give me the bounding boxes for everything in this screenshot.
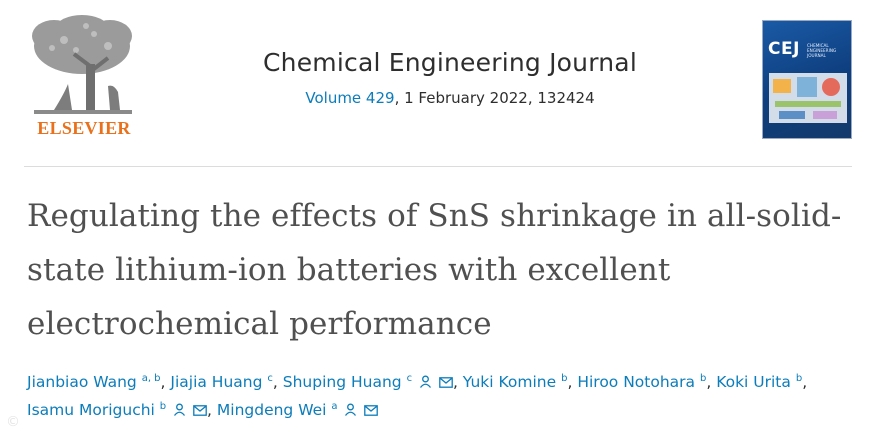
author-separator: ,	[802, 373, 808, 391]
elsevier-tree-logo[interactable]	[24, 14, 142, 142]
issue-date-pages: , 1 February 2022, 132424	[394, 89, 595, 107]
author-list: Jianbiao Wang a, b, Jiajia Huang c, Shup…	[27, 368, 857, 424]
author-link[interactable]: Yuki Komine b	[463, 373, 568, 391]
affiliation-marker[interactable]: b	[795, 372, 803, 384]
author-separator: ,	[207, 401, 217, 419]
person-icon[interactable]	[173, 403, 186, 416]
affiliation-marker[interactable]: c	[267, 372, 273, 384]
tree-icon	[32, 15, 132, 114]
journal-issue-line: Volume 429, 1 February 2022, 132424	[180, 89, 720, 107]
author-link[interactable]: Mingdeng Wei a	[217, 401, 379, 419]
envelope-icon[interactable]	[193, 405, 207, 416]
author-separator: ,	[706, 373, 717, 391]
author-link[interactable]: Jiajia Huang c	[170, 373, 273, 391]
author-link[interactable]: Hiroo Notohara b	[577, 373, 706, 391]
author-link[interactable]: Isamu Moriguchi b	[27, 401, 207, 419]
author-name: Koki Urita	[716, 373, 791, 391]
elsevier-wordmark[interactable]: ELSEVIER	[37, 118, 131, 138]
journal-title[interactable]: Chemical Engineering Journal	[263, 48, 637, 77]
cover-abbrev: CEJ	[768, 39, 800, 59]
person-icon[interactable]	[344, 403, 357, 416]
author-separator: ,	[272, 373, 283, 391]
affiliation-marker[interactable]: b	[159, 400, 167, 412]
header-divider	[24, 166, 852, 167]
author-name: Mingdeng Wei	[216, 401, 327, 419]
affiliation-marker[interactable]: b	[561, 372, 568, 384]
author-name: Isamu Moriguchi	[27, 401, 155, 419]
journal-cover-thumbnail[interactable]: CEJ CHEMICAL ENGINEERING JOURNAL	[762, 20, 852, 139]
affiliation-marker[interactable]: a, b	[141, 372, 161, 384]
author-name: Yuki Komine	[462, 373, 557, 391]
affiliation-marker[interactable]: a	[331, 400, 338, 412]
cover-subtitle: CHEMICAL ENGINEERING JOURNAL	[807, 43, 837, 58]
person-icon[interactable]	[419, 375, 432, 388]
author-link[interactable]: Shuping Huang c	[283, 373, 453, 391]
author-link[interactable]: Jianbiao Wang a, b	[27, 373, 161, 391]
author-name: Jiajia Huang	[170, 373, 263, 391]
cover-figure-icon	[769, 73, 847, 123]
watermark-text: ©	[6, 414, 20, 430]
affiliation-marker[interactable]: c	[406, 372, 413, 384]
article-header: ELSEVIER Chemical Engineering Journal Vo…	[0, 0, 883, 168]
author-name: Shuping Huang	[282, 373, 402, 391]
author-separator: ,	[160, 373, 171, 391]
author-name: Hiroo Notohara	[577, 373, 696, 391]
affiliation-marker[interactable]: b	[699, 372, 707, 384]
envelope-icon[interactable]	[439, 377, 453, 388]
journal-info: Chemical Engineering Journal Volume 429,…	[180, 48, 720, 107]
author-link[interactable]: Koki Urita b	[716, 373, 802, 391]
author-name: Jianbiao Wang	[27, 373, 137, 391]
volume-link[interactable]: Volume 429	[305, 89, 395, 107]
envelope-icon[interactable]	[364, 405, 379, 416]
author-separator: ,	[567, 373, 578, 391]
author-separator: ,	[452, 373, 463, 391]
article-title: Regulating the effects of SnS shrinkage …	[27, 198, 842, 342]
